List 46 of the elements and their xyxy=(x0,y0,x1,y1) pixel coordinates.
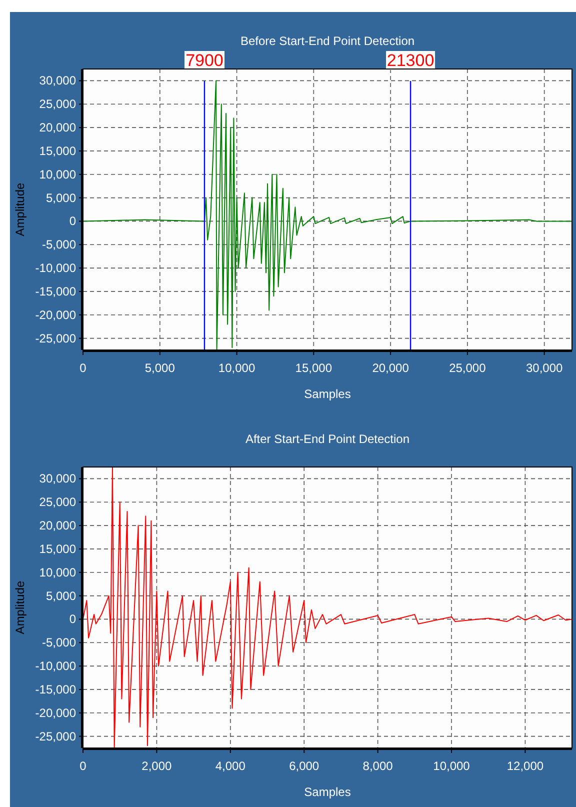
y-tick-label: 25,000 xyxy=(39,495,76,510)
x-tick-label: 25,000 xyxy=(449,361,486,375)
x-tick-label: 15,000 xyxy=(295,361,332,375)
x-tick-label: 30,000 xyxy=(526,361,563,375)
x-tick-label: 0 xyxy=(80,759,87,773)
y-axis-title: Amplitude xyxy=(13,580,27,634)
x-tick-label: 20,000 xyxy=(372,361,410,375)
y-tick-label: 5,000 xyxy=(46,588,76,603)
x-tick-label: 0 xyxy=(80,361,87,375)
y-axis-title: Amplitude xyxy=(13,182,27,236)
x-tick-label: 4,000 xyxy=(215,759,246,773)
y-tick-label: -5,000 xyxy=(42,636,76,650)
y-tick-label: -25,000 xyxy=(35,331,76,346)
y-tick-label: -5,000 xyxy=(42,238,76,252)
y-tick-label: 15,000 xyxy=(39,144,76,158)
y-tick-label: 20,000 xyxy=(39,518,76,533)
y-tick-label: 10,000 xyxy=(39,565,76,580)
x-axis-title: Samples xyxy=(304,785,351,799)
x-tick-label: 6,000 xyxy=(289,759,320,773)
y-tick-label: -20,000 xyxy=(35,308,76,322)
y-tick-label: 30,000 xyxy=(39,472,76,486)
chart-title: After Start-End Point Detection xyxy=(245,432,410,446)
y-tick-label: -10,000 xyxy=(35,659,76,674)
chart-title: Before Start-End Point Detection xyxy=(240,34,415,48)
x-tick-label: 12,000 xyxy=(506,759,544,773)
y-tick-label: 15,000 xyxy=(39,542,76,556)
x-tick-label: 5,000 xyxy=(144,361,176,375)
y-tick-label: -20,000 xyxy=(35,706,76,720)
y-tick-label: -25,000 xyxy=(35,729,76,744)
y-tick-label: 20,000 xyxy=(39,120,76,135)
y-tick-label: -10,000 xyxy=(35,261,76,276)
ref-line-label: 7900 xyxy=(186,51,224,70)
y-tick-label: 5,000 xyxy=(46,190,76,205)
x-tick-label: 2,000 xyxy=(142,759,172,773)
y-tick-label: 10,000 xyxy=(39,167,76,182)
ref-line-label: 21300 xyxy=(386,51,434,70)
y-tick-label: 30,000 xyxy=(39,74,76,88)
y-tick-label: -15,000 xyxy=(35,284,76,298)
y-tick-label: 0 xyxy=(69,214,76,228)
x-axis-title: Samples xyxy=(304,387,351,401)
y-tick-label: -15,000 xyxy=(35,682,76,696)
x-tick-label: 10,000 xyxy=(218,361,256,375)
y-tick-label: 25,000 xyxy=(39,97,76,112)
x-tick-label: 10,000 xyxy=(433,759,470,773)
x-tick-label: 8,000 xyxy=(362,759,394,773)
y-tick-label: 0 xyxy=(69,612,76,626)
